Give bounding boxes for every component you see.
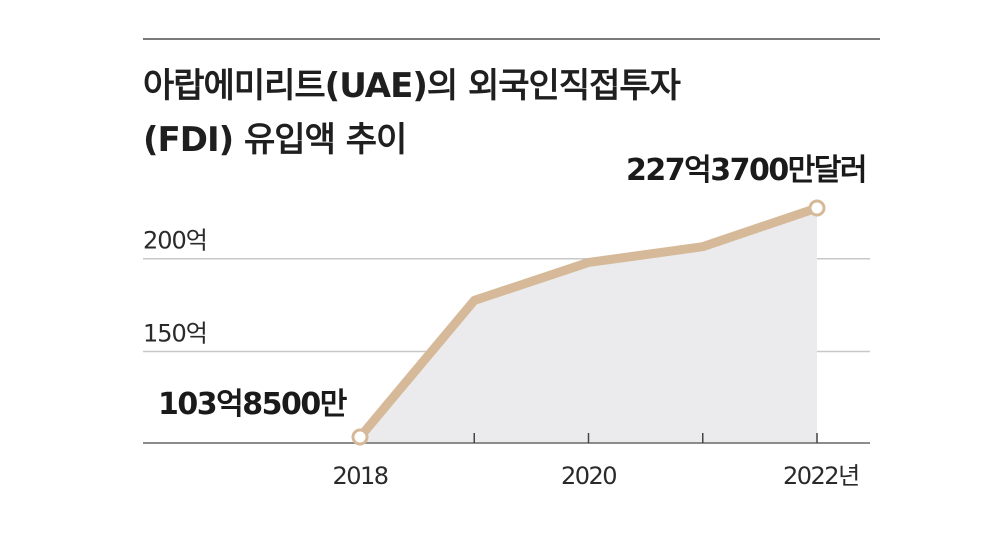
- y-tick-label: 150억: [143, 319, 207, 347]
- x-tick-label: 2020: [561, 462, 616, 490]
- y-tick-label: 200억: [143, 227, 207, 255]
- data-label-2018: 103억8500만: [158, 387, 348, 422]
- title-top-rule: [143, 38, 880, 40]
- data-label-2022: 227억3700만달러: [626, 153, 866, 188]
- x-tick-label: 2018: [332, 462, 387, 490]
- data-point-2022: [808, 199, 826, 217]
- x-tick-label: 2022년: [783, 462, 859, 490]
- chart-title-line-2: (FDI) 유입액 추이: [143, 120, 407, 160]
- data-point-2018: [351, 428, 369, 446]
- series-line: [355, 203, 822, 442]
- chart-title-line-1: 아랍에미리트(UAE)의 외국인직접투자: [143, 66, 681, 106]
- series-area: [360, 208, 817, 443]
